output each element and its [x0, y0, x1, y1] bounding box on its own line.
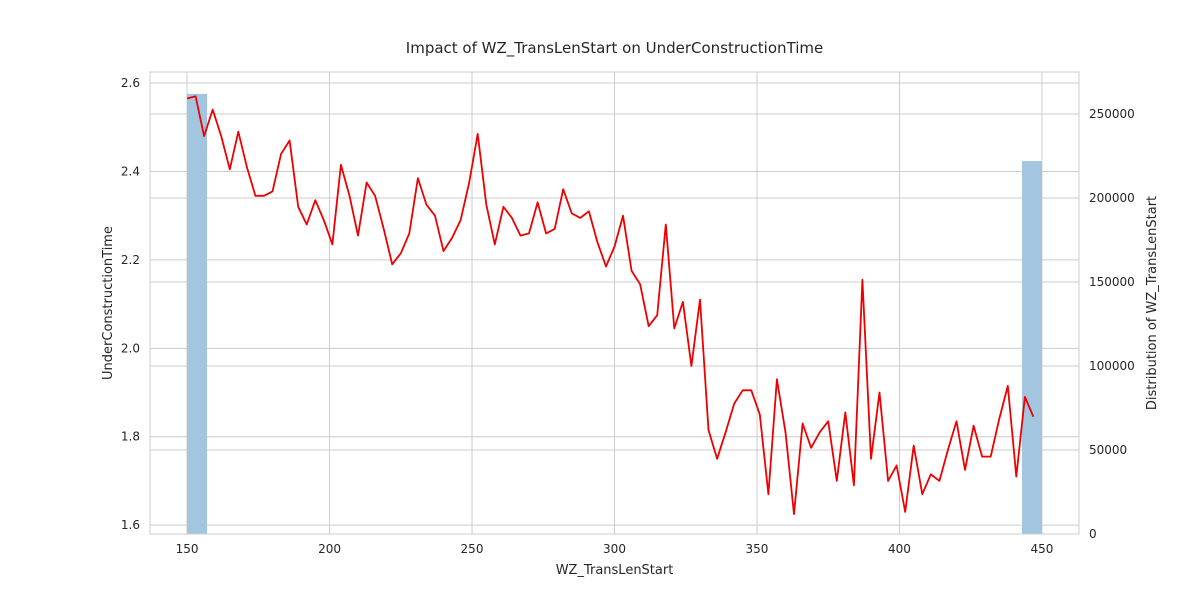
histogram-bar [1022, 161, 1042, 535]
x-tick-label: 300 [603, 542, 626, 556]
y-tick-label: 2.6 [121, 76, 140, 90]
x-tick-label: 450 [1031, 542, 1054, 556]
plot-frame [149, 71, 1080, 535]
y2-axis-label: Distribution of WZ_TransLenStart [1145, 196, 1160, 410]
chart-title: Impact of WZ_TransLenStart on UnderConst… [406, 39, 823, 58]
y2-tick-label: 50000 [1089, 443, 1127, 457]
line-series [186, 95, 1035, 515]
x-tick-label: 150 [176, 542, 199, 556]
y2-tick-labels: 0 50000 100000 150000 200000 250000 [1089, 107, 1135, 541]
y2-tick-label: 250000 [1089, 107, 1135, 121]
y-axis-label: UnderConstructionTime [101, 226, 116, 380]
y-tick-label: 2.2 [121, 253, 140, 267]
x-tick-label: 250 [461, 542, 484, 556]
x-tick-labels: 150 200 250 300 350 400 450 [176, 542, 1054, 556]
x-tick-label: 200 [318, 542, 341, 556]
y2-tick-label: 100000 [1089, 359, 1135, 373]
y2-tick-label: 150000 [1089, 275, 1135, 289]
histogram-bars [187, 93, 1042, 535]
x-tick-label: 350 [746, 542, 769, 556]
histogram-bar [187, 93, 207, 534]
y-tick-label: 2.4 [121, 164, 140, 178]
y2-tick-label: 0 [1089, 527, 1097, 541]
y2-tick-label: 200000 [1089, 191, 1135, 205]
y-tick-label: 2.0 [121, 341, 140, 355]
x-axis-label: WZ_TransLenStart [556, 563, 674, 578]
y-tick-label: 1.8 [121, 430, 140, 444]
y-tick-label: 1.6 [121, 518, 140, 532]
y-tick-labels: 1.6 1.8 2.0 2.2 2.4 2.6 [121, 76, 140, 532]
series-line [186, 95, 1035, 515]
x-tick-label: 400 [888, 542, 911, 556]
